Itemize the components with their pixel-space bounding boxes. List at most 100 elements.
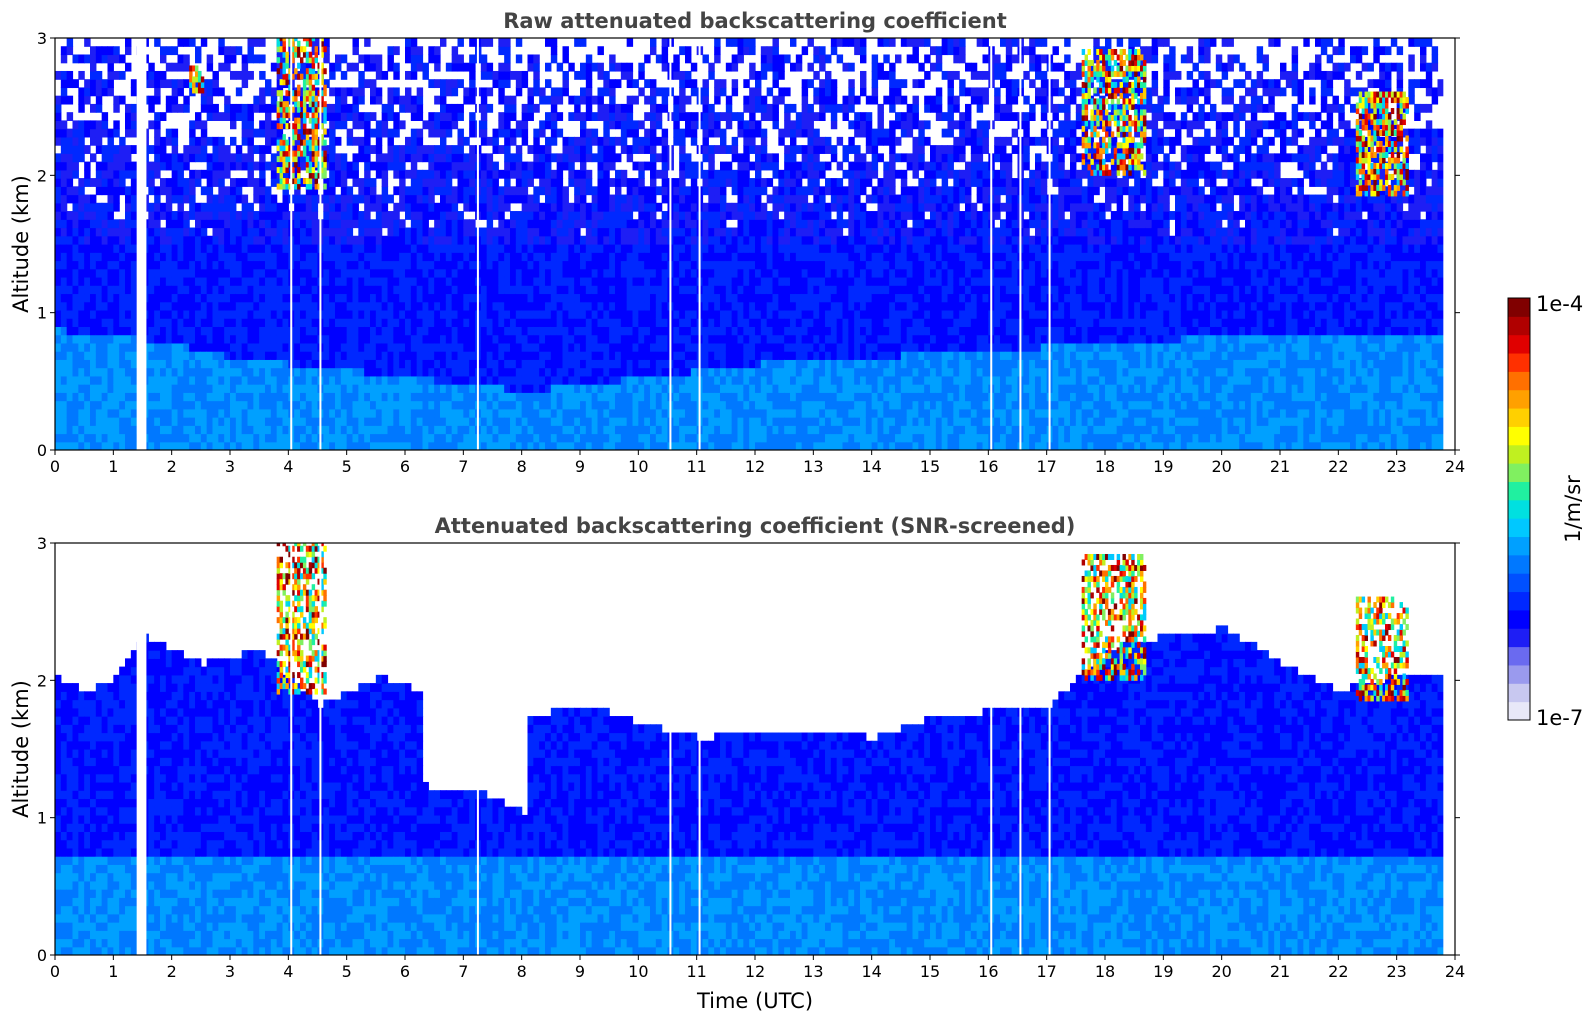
heatmap-cell — [323, 408, 330, 418]
heatmap-cell — [78, 276, 85, 286]
heatmap-cell — [725, 145, 733, 154]
heatmap-cell — [95, 293, 103, 303]
heatmap-cell — [329, 425, 336, 435]
heatmap-cell — [620, 285, 628, 295]
heatmap-cell — [632, 367, 639, 377]
heatmap-cell — [154, 359, 161, 369]
heatmap-cell — [195, 276, 202, 286]
heatmap-cell — [650, 326, 657, 336]
heatmap-cell — [661, 235, 669, 245]
heatmap-cell — [253, 178, 260, 187]
heatmap-cell — [154, 38, 161, 47]
heatmap-cell — [265, 103, 272, 113]
heatmap-cell — [521, 211, 529, 220]
heatmap-cell — [515, 293, 523, 303]
heatmap-cell — [235, 194, 243, 204]
heatmap-cell — [440, 326, 447, 336]
heatmap-cell — [165, 219, 173, 229]
heatmap-cell — [107, 342, 114, 352]
heatmap-cell — [218, 252, 225, 262]
heatmap-cell — [72, 309, 79, 319]
heatmap-cell — [364, 268, 371, 278]
heatmap-cell — [241, 227, 249, 237]
heatmap-cell — [679, 194, 686, 204]
heatmap-cell — [620, 408, 628, 418]
heatmap-cell — [247, 359, 254, 369]
heatmap-cell — [335, 87, 342, 97]
heatmap-cell — [685, 441, 692, 450]
heatmap-cell — [597, 367, 604, 377]
heatmap-cell — [545, 38, 552, 47]
heatmap-cell — [737, 309, 744, 319]
heatmap-cell — [422, 178, 429, 187]
heatmap-cell — [416, 178, 424, 187]
heatmap-cell — [673, 433, 680, 443]
heatmap-cell — [276, 326, 284, 336]
heatmap-cell — [615, 112, 622, 121]
heatmap-cell — [609, 235, 616, 245]
heatmap-cell — [381, 120, 389, 130]
heatmap-cell — [107, 79, 114, 89]
heatmap-cell — [644, 161, 651, 171]
heatmap-cell — [545, 359, 552, 369]
heatmap-cell — [125, 235, 132, 245]
heatmap-cell — [702, 334, 709, 344]
heatmap-cell — [550, 334, 558, 344]
heatmap-cell — [685, 318, 692, 327]
heatmap-cell — [381, 211, 389, 220]
heatmap-cell — [375, 417, 383, 426]
heatmap-cell — [113, 367, 120, 377]
heatmap-cell — [259, 178, 266, 187]
heatmap-cell — [492, 384, 499, 393]
heatmap-cell — [125, 293, 132, 303]
heatmap-cell — [591, 367, 599, 377]
heatmap-cell — [247, 244, 254, 253]
heatmap-cell — [235, 276, 243, 286]
heatmap-cell — [679, 161, 686, 171]
heatmap-cell — [702, 235, 709, 245]
heatmap-cell — [294, 211, 301, 220]
heatmap-cell — [78, 326, 85, 336]
heatmap-cell — [463, 293, 470, 303]
heatmap-cell — [78, 227, 85, 237]
heatmap-cell — [218, 194, 225, 204]
heatmap-cell — [72, 268, 79, 278]
heatmap-cell — [101, 252, 109, 262]
heatmap-cell — [515, 219, 523, 229]
heatmap-cell — [521, 186, 529, 196]
heatmap-cell — [574, 252, 581, 262]
heatmap-cell — [457, 342, 464, 352]
heatmap-cell — [457, 285, 464, 295]
heatmap-cell — [690, 112, 698, 121]
heatmap-cell — [422, 169, 429, 179]
heatmap-cell — [498, 326, 505, 336]
heatmap-cell — [469, 351, 476, 360]
heatmap-cell — [364, 219, 371, 229]
heatmap-cell — [428, 384, 435, 393]
heatmap-cell — [107, 392, 114, 402]
heatmap-cell — [323, 367, 330, 377]
heatmap-cell — [300, 326, 307, 336]
heatmap-cell — [195, 293, 202, 303]
heatmap-cell — [451, 334, 459, 344]
heatmap-cell — [626, 334, 634, 344]
heatmap-cell — [550, 342, 558, 352]
heatmap-cell — [60, 301, 68, 311]
heatmap-cell — [661, 276, 669, 286]
heatmap-cell — [451, 103, 459, 113]
heatmap-cell — [84, 211, 91, 220]
heatmap-cell — [480, 326, 488, 336]
heatmap-cell — [422, 375, 429, 385]
heatmap-cell — [451, 359, 459, 369]
heatmap-cell — [381, 169, 389, 179]
heatmap-cell — [107, 244, 114, 253]
heatmap-cell — [364, 309, 371, 319]
heatmap-cell — [521, 318, 529, 327]
heatmap-cell — [393, 433, 400, 443]
heatmap-cell — [591, 433, 599, 443]
heatmap-cell — [673, 103, 680, 113]
heatmap-cell — [644, 112, 651, 121]
heatmap-cell — [661, 309, 669, 319]
heatmap-cell — [650, 194, 657, 204]
heatmap-cell — [422, 408, 429, 418]
